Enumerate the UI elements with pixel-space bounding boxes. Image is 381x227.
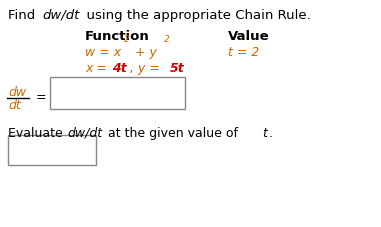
Text: at the given value of: at the given value of [100, 127, 242, 140]
Text: .: . [269, 127, 273, 140]
Text: w = x: w = x [85, 46, 121, 59]
Text: dw: dw [8, 86, 26, 99]
Text: 2: 2 [124, 35, 130, 44]
Text: Find: Find [8, 9, 40, 22]
FancyBboxPatch shape [50, 77, 185, 109]
Text: Value: Value [228, 30, 270, 43]
Text: Evaluate: Evaluate [8, 127, 67, 140]
Text: , y =: , y = [130, 62, 164, 75]
Text: dw/dt: dw/dt [67, 127, 102, 140]
Text: t = 2: t = 2 [228, 46, 259, 59]
Text: 2: 2 [164, 35, 170, 44]
Text: Function: Function [85, 30, 150, 43]
Text: =: = [36, 91, 46, 104]
Text: dw/dt: dw/dt [42, 9, 79, 22]
Text: dt: dt [8, 99, 21, 112]
Text: x =: x = [85, 62, 111, 75]
Text: 5t: 5t [170, 62, 185, 75]
Text: + y: + y [131, 46, 157, 59]
Text: t: t [262, 127, 267, 140]
Text: 4t: 4t [112, 62, 127, 75]
Text: using the appropriate Chain Rule.: using the appropriate Chain Rule. [78, 9, 311, 22]
FancyBboxPatch shape [8, 135, 96, 165]
